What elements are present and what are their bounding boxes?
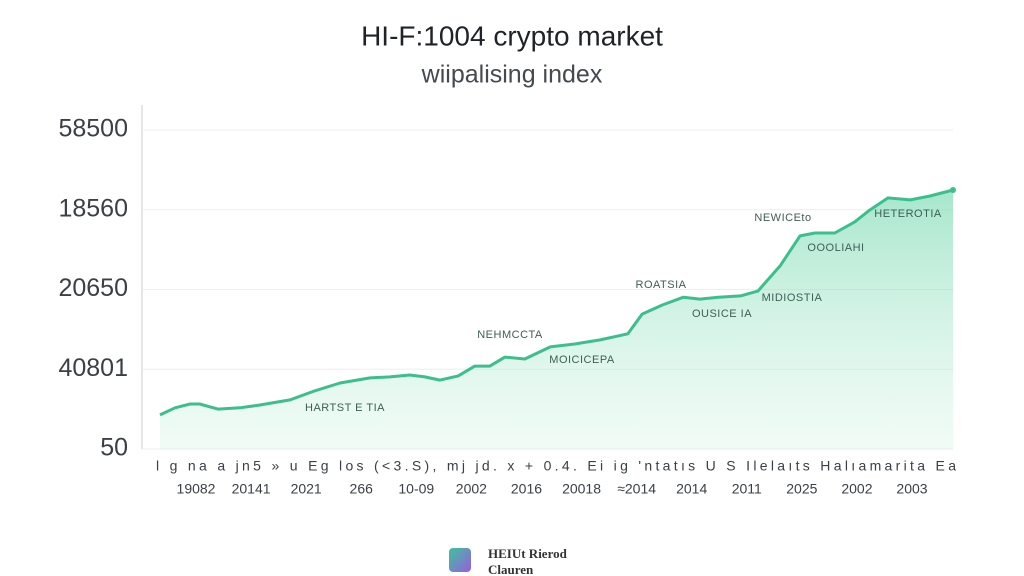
x-tick-label: 266: [350, 481, 374, 497]
annotation: OUSICE IA: [692, 308, 752, 320]
footer-line: HEIUt Rierod: [488, 546, 568, 561]
chart-title: HI-F:1004 crypto market: [361, 20, 663, 51]
x-tick-label: 2014: [676, 481, 707, 497]
annotation: NEHMCCTA: [477, 329, 543, 341]
annotation: NEWICEto: [754, 212, 811, 224]
end-point: [950, 186, 956, 193]
x-tick-label: 20018: [562, 481, 601, 497]
annotation: MIDIOSTIA: [762, 292, 823, 304]
y-tick-label: 20650: [58, 274, 128, 302]
logo-icon: [449, 548, 471, 572]
annotation: OOOLIAHI: [807, 242, 864, 254]
annotation: HETEROTIA: [874, 208, 942, 220]
x-tick-label: 2011: [732, 481, 762, 497]
x-tick-label: 20141: [232, 481, 271, 497]
annotation: ROATSIA: [636, 279, 687, 291]
y-tick-label: 50: [100, 434, 128, 462]
y-tick-label: 40801: [58, 354, 128, 382]
chart-subtitle: wiipalising index: [421, 61, 603, 89]
x-tick-label: 2002: [456, 481, 487, 497]
series-line: [159, 188, 954, 417]
footer-line: Clauren: [488, 562, 534, 576]
area-fill: [160, 190, 953, 449]
x-tick-label: 2025: [786, 481, 817, 497]
x-tick-label: ≈2014: [617, 481, 656, 497]
y-tick-label: 58500: [58, 115, 128, 143]
annotation: HARTST E TIA: [305, 402, 385, 414]
x-tick-label: 2002: [841, 481, 872, 497]
x-tick-label: 2003: [896, 481, 927, 497]
y-tick-label: 18560: [58, 194, 128, 222]
x-tick-label: 10-09: [398, 481, 434, 497]
x-label-row: l g na a jn5 » u Eg los (<3.S), mj jd. x…: [156, 458, 956, 474]
annotation: MOICICEPA: [549, 354, 615, 366]
x-tick-label: 2021: [291, 481, 322, 497]
x-tick-label: 2016: [511, 481, 542, 497]
x-tick-label: 19082: [177, 481, 216, 497]
